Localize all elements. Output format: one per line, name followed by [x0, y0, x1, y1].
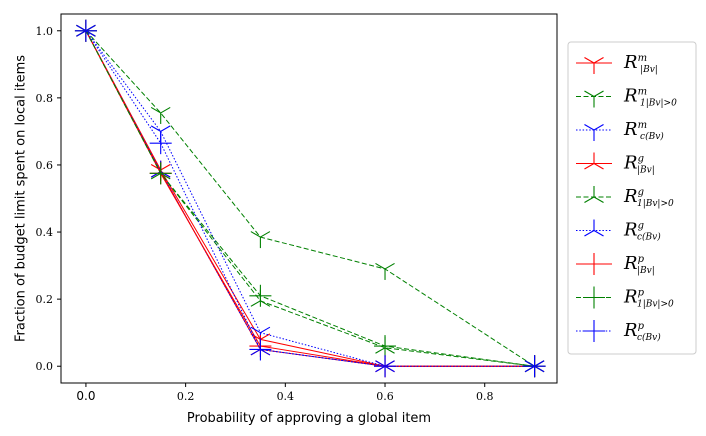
x-tick-label: 0.2 [177, 390, 195, 403]
x-axis-ticks: 0.0 0.2 0.4 0.6 0.8 [76, 383, 493, 403]
legend-marker-p1 [583, 253, 605, 275]
y-axis-label: Fraction of budget limit spent on local … [14, 55, 29, 342]
legend-label-m1: Rm |Bv| [623, 52, 658, 75]
legend-label-p2: Rp 1|Bv|>0 [623, 287, 674, 310]
legend-label-g2: Rg 1|Bv|>0 [623, 186, 674, 209]
y-tick-label: 0.6 [36, 159, 54, 172]
y-tick-label: 1.0 [36, 25, 54, 38]
legend-label-p1: Rp |Bv| [623, 253, 655, 276]
legend-box [567, 41, 697, 355]
y-tick-label: 0.4 [36, 226, 54, 239]
series-line-g1 [85, 30, 535, 367]
y-tick-label: 0.0 [36, 360, 54, 373]
x-tick-label: 0.4 [277, 390, 295, 403]
plot-frame [60, 13, 558, 384]
data-point-p3 [523, 355, 546, 378]
series-line-m2 [85, 30, 535, 367]
x-tick-label: 0.6 [376, 390, 394, 403]
legend-marker-g2 [584, 186, 604, 203]
series-line-p2 [85, 30, 535, 367]
data-point-p3 [374, 355, 397, 378]
y-axis-ticks: 0.0 0.2 0.4 0.6 0.8 1.0 [36, 25, 61, 373]
legend-marker-p2 [583, 286, 605, 309]
legend: Rm |Bv| Rm 1|Bv|>0 Rm c(Bv) Rg |Bv| Rg 1|Bv|>0 Rg c… [567, 41, 697, 355]
plot-area [74, 19, 546, 378]
y-tick-label: 0.8 [36, 92, 54, 105]
data-point-p3 [149, 132, 172, 155]
legend-marker-m2 [584, 90, 604, 108]
series-line-p1 [85, 30, 535, 367]
legend-label-m2: Rm 1|Bv|>0 [623, 86, 677, 109]
legend-marker-g3 [584, 219, 604, 237]
x-axis-label: Probability of approving a global item [187, 411, 431, 426]
series-line-m1 [85, 30, 535, 367]
x-tick-label: 0.8 [476, 390, 494, 403]
data-point-p2 [374, 335, 397, 358]
data-point-m2 [250, 231, 271, 249]
x-tick-label: 0.0 [76, 389, 95, 403]
legend-label-p3: Rp c(Bv) [623, 320, 661, 343]
legend-marker-m3 [584, 124, 604, 141]
legend-marker-g1 [584, 152, 604, 170]
legend-label-g1: Rg |Bv| [623, 153, 655, 176]
legend-marker-p3 [583, 320, 605, 342]
data-point-p2 [149, 162, 172, 185]
series-line-g2 [85, 30, 535, 367]
legend-label-m3: Rm c(Bv) [623, 119, 664, 142]
data-point-p2 [249, 284, 272, 307]
legend-marker-m1 [584, 57, 604, 74]
series-line-g3 [85, 30, 535, 367]
series-line-m3 [85, 30, 535, 367]
data-point-p3 [74, 19, 97, 42]
data-point-m2 [150, 106, 171, 124]
legend-label-g3: Rg c(Bv) [623, 220, 661, 243]
data-point-m2 [375, 262, 395, 280]
series-line-p3 [85, 30, 535, 367]
data-point-p3 [249, 338, 272, 361]
y-tick-label: 0.2 [36, 293, 54, 306]
